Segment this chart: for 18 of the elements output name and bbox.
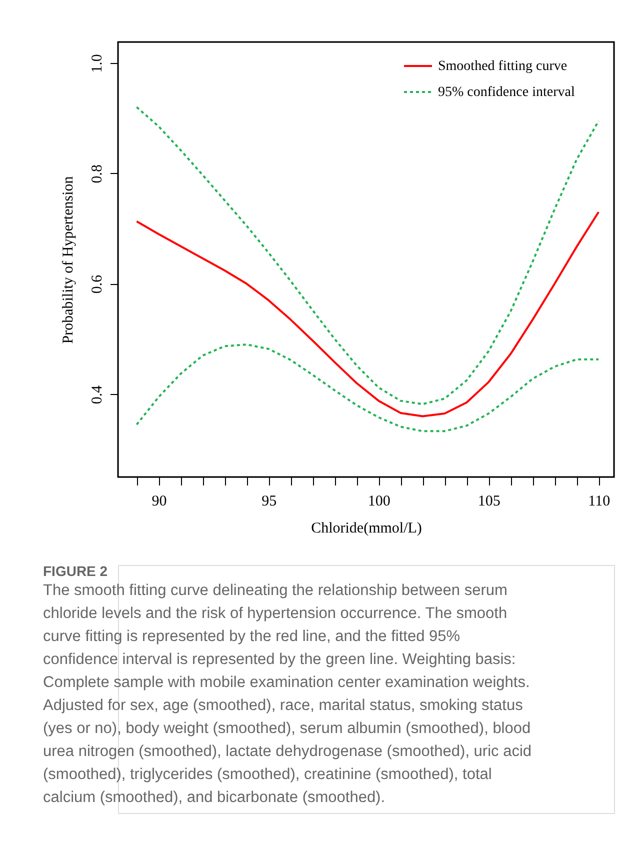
line-series bbox=[136, 211, 600, 418]
x-tick-label: 105 bbox=[478, 494, 500, 510]
y-axis-title: Probability of Hypertension bbox=[60, 176, 76, 344]
legend-label: Smoothed fitting curve bbox=[438, 59, 568, 74]
legend-label: 95% confidence interval bbox=[438, 85, 575, 100]
x-tick-label: 100 bbox=[368, 494, 390, 510]
y-tick-label: 0.4 bbox=[90, 384, 106, 404]
x-tick-label: 95 bbox=[262, 494, 277, 510]
x-axis-title: Chloride(mmol/L) bbox=[311, 520, 422, 536]
y-tick-label: 0.6 bbox=[90, 274, 106, 294]
line-series bbox=[136, 106, 600, 406]
text: The smooth fitting curve delineating the relationship between serum chloride levels and the risk of hypertension occurrence. The smooth curve fitting is represented by the red line, and the fitted 95% confidence interval is represented by the green line. Weighting basis: Complete sample with mobile examination center examination weights. Adjusted for sex, age (smoothed), race, marital status, smoking status (yes or no), body weight (smoothed), serum albumin (smoothed), blood urea nitrogen (smoothed), lactate dehydrogenase (smoothed), uric acid (smoothed), triglycerides (smoothed), creatinine (smoothed), total calcium (smoothed), and bicarbonate (smoothed). bbox=[43, 582, 532, 806]
y-tick-label: 1.0 bbox=[90, 54, 106, 73]
x-tick-label: 110 bbox=[588, 494, 610, 510]
x-tick-label: 90 bbox=[152, 494, 167, 510]
line-series bbox=[136, 344, 600, 432]
y-tick-label: 0.8 bbox=[90, 164, 106, 184]
caption: FIGURE 2 bbox=[43, 563, 108, 579]
